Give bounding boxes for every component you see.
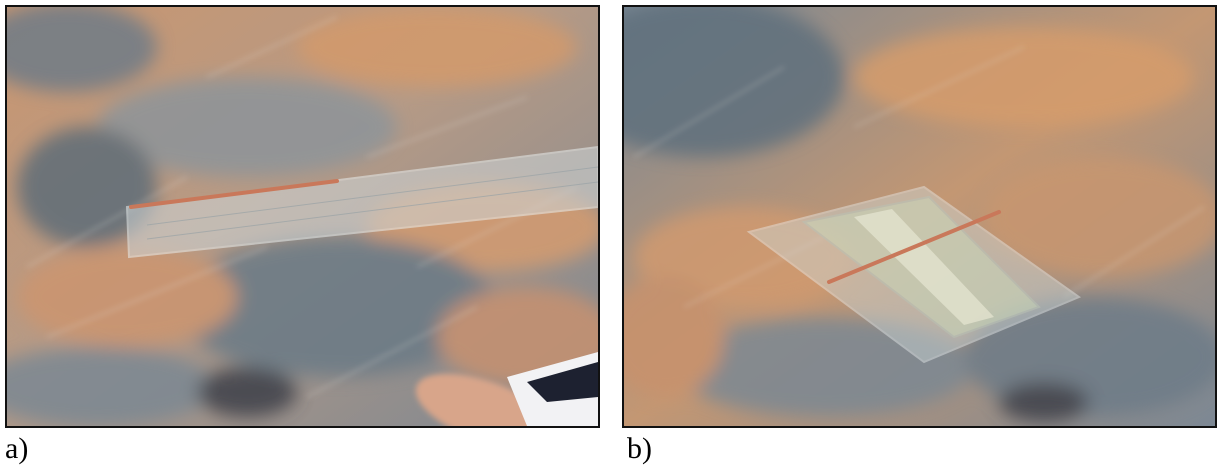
photo-b: [624, 7, 1215, 426]
caption-a: a): [5, 432, 29, 465]
photo-panel-b: [622, 5, 1217, 428]
photo-panel-a: [5, 5, 600, 428]
caption-b: b): [627, 432, 652, 465]
photo-a: [7, 7, 598, 426]
